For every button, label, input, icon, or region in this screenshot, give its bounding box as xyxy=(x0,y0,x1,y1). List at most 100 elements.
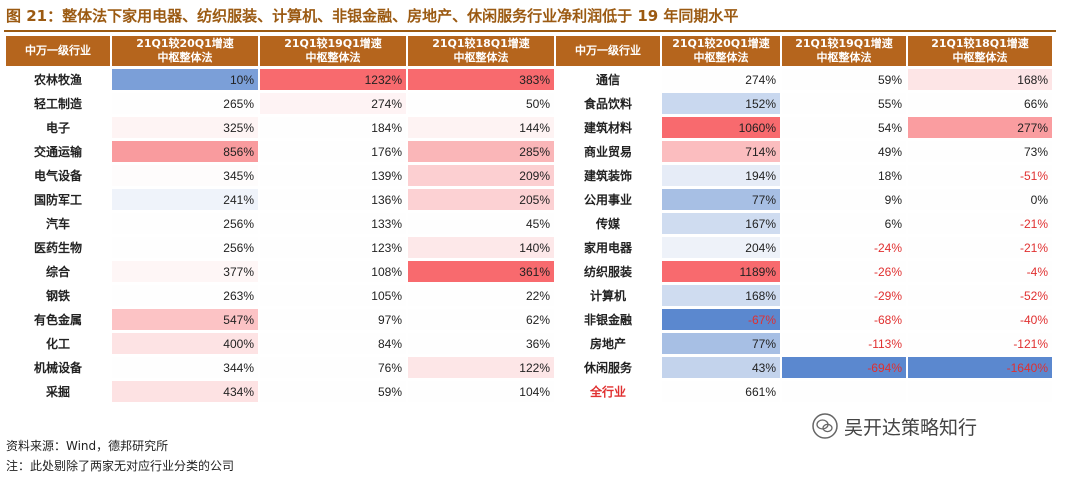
growth-cell-left-v2: 123% xyxy=(260,237,406,258)
growth-cell-left-v2: 136% xyxy=(260,189,406,210)
growth-cell-left-v1: 344% xyxy=(112,357,258,378)
growth-cell-left-v3: 383% xyxy=(408,69,554,90)
industry-name-left: 机械设备 xyxy=(33,361,82,375)
growth-cell-left-v3: 45% xyxy=(408,213,554,234)
growth-cell-left-v1: 325% xyxy=(112,117,258,138)
footnote: 注：此处剔除了两家无对应行业分类的公司 xyxy=(6,459,235,473)
growth-cell-right-v2: 55% xyxy=(782,93,906,114)
growth-cell-right-v1: 274% xyxy=(662,69,780,90)
growth-cell-right-v1: 167% xyxy=(662,213,780,234)
growth-cell-right-v2: 54% xyxy=(782,117,906,138)
table-row: 电子 325% 184% 144% 建筑材料 1060% 54% 277% xyxy=(6,117,1052,138)
growth-cell-left-v3: 50% xyxy=(408,93,554,114)
growth-cell-right-v2: -113% xyxy=(782,333,906,354)
growth-cell-left-v3: 140% xyxy=(408,237,554,258)
growth-cell-left-v2: 184% xyxy=(260,117,406,138)
growth-cell-right-v3: -4% xyxy=(908,261,1052,282)
growth-cell-right-v2: -26% xyxy=(782,261,906,282)
growth-cell-right-v2: 59% xyxy=(782,69,906,90)
table-row: 采掘 434% 59% 104% 全行业 661% xyxy=(6,381,1052,402)
growth-cell-right-v1: -67% xyxy=(662,309,780,330)
growth-cell-left-v2: 133% xyxy=(260,213,406,234)
industry-name-right: 公用事业 xyxy=(583,193,632,207)
growth-cell-left-v1: 263% xyxy=(112,285,258,306)
growth-cell-right-v1: 194% xyxy=(662,165,780,186)
industry-name-left: 交通运输 xyxy=(33,145,82,159)
growth-cell-right-v1: 1060% xyxy=(662,117,780,138)
header-col-2018-left: 21Q1较18Q1增速 中枢整体法 xyxy=(408,36,554,66)
growth-cell-left-v3: 285% xyxy=(408,141,554,162)
growth-cell-left-v1: 856% xyxy=(112,141,258,162)
growth-cell-right-v3: 66% xyxy=(908,93,1052,114)
wechat-icon xyxy=(812,413,838,439)
industry-name-right: 家用电器 xyxy=(583,241,632,255)
industry-name-left: 国防军工 xyxy=(33,193,82,207)
growth-cell-left-v1: 10% xyxy=(112,69,258,90)
table-row: 钢铁 263% 105% 22% 计算机 168% -29% -52% xyxy=(6,285,1052,306)
watermark-text: 吴开达策略知行 xyxy=(844,416,978,439)
industry-name-right: 食品饮料 xyxy=(583,97,632,111)
industry-name-right: 通信 xyxy=(595,73,620,87)
growth-cell-right-v3: 73% xyxy=(908,141,1052,162)
table-row: 医药生物 256% 123% 140% 家用电器 204% -24% -21% xyxy=(6,237,1052,258)
header-col-2018-right: 21Q1较18Q1增速 中枢整体法 xyxy=(908,36,1052,66)
growth-cell-right-v1: 77% xyxy=(662,189,780,210)
header-col-2020-left: 21Q1较20Q1增速 中枢整体法 xyxy=(112,36,258,66)
growth-cell-right-v3: -52% xyxy=(908,285,1052,306)
table-row: 汽车 256% 133% 45% 传媒 167% 6% -21% xyxy=(6,213,1052,234)
growth-cell-right-v3: -21% xyxy=(908,213,1052,234)
growth-cell-right-v2: -24% xyxy=(782,237,906,258)
growth-cell-right-v1: 168% xyxy=(662,285,780,306)
growth-cell-left-v3: 361% xyxy=(408,261,554,282)
table-row: 有色金属 547% 97% 62% 非银金融 -67% -68% -40% xyxy=(6,309,1052,330)
table-row: 化工 400% 84% 36% 房地产 77% -113% -121% xyxy=(6,333,1052,354)
growth-cell-right-v3: -21% xyxy=(908,237,1052,258)
header-industry-left: 中万一级行业 xyxy=(6,36,110,66)
growth-cell-left-v3: 22% xyxy=(408,285,554,306)
industry-name-left: 电子 xyxy=(45,121,70,135)
growth-cell-left-v2: 1232% xyxy=(260,69,406,90)
header-col-2019-right: 21Q1较19Q1增速 中枢整体法 xyxy=(782,36,906,66)
growth-cell-right-v3: -121% xyxy=(908,333,1052,354)
growth-cell-right-v1: 77% xyxy=(662,333,780,354)
table-row: 电气设备 345% 139% 209% 建筑装饰 194% 18% -51% xyxy=(6,165,1052,186)
growth-cell-left-v3: 144% xyxy=(408,117,554,138)
growth-cell-left-v2: 84% xyxy=(260,333,406,354)
table-row: 轻工制造 265% 274% 50% 食品饮料 152% 55% 66% xyxy=(6,93,1052,114)
title-divider xyxy=(4,30,1056,32)
growth-cell-right-v1: 661% xyxy=(662,381,780,402)
industry-name-left: 采掘 xyxy=(45,385,70,399)
growth-cell-left-v1: 400% xyxy=(112,333,258,354)
industry-name-right: 房地产 xyxy=(589,337,626,351)
growth-cell-left-v1: 434% xyxy=(112,381,258,402)
growth-cell-right-v1: 152% xyxy=(662,93,780,114)
industry-name-right: 全行业 xyxy=(589,385,626,399)
growth-cell-right-v2 xyxy=(782,381,906,402)
industry-name-right: 纺织服装 xyxy=(583,265,632,279)
growth-cell-left-v2: 139% xyxy=(260,165,406,186)
industry-name-left: 化工 xyxy=(45,337,70,351)
growth-cell-left-v3: 62% xyxy=(408,309,554,330)
table-row: 国防军工 241% 136% 205% 公用事业 77% 9% 0% xyxy=(6,189,1052,210)
growth-cell-right-v2: -68% xyxy=(782,309,906,330)
table-row: 综合 377% 108% 361% 纺织服装 1189% -26% -4% xyxy=(6,261,1052,282)
growth-cell-right-v3: 168% xyxy=(908,69,1052,90)
industry-name-left: 医药生物 xyxy=(33,241,82,255)
growth-cell-right-v2: 18% xyxy=(782,165,906,186)
growth-cell-right-v2: 9% xyxy=(782,189,906,210)
industry-name-left: 汽车 xyxy=(45,217,70,231)
industry-name-right: 计算机 xyxy=(589,289,626,303)
industry-name-left: 钢铁 xyxy=(45,289,70,303)
growth-cell-right-v3: 0% xyxy=(908,189,1052,210)
growth-cell-right-v2: 49% xyxy=(782,141,906,162)
growth-cell-right-v2: -29% xyxy=(782,285,906,306)
growth-cell-left-v2: 274% xyxy=(260,93,406,114)
growth-cell-left-v3: 209% xyxy=(408,165,554,186)
table-row: 交通运输 856% 176% 285% 商业贸易 714% 49% 73% xyxy=(6,141,1052,162)
growth-cell-right-v2: 6% xyxy=(782,213,906,234)
growth-cell-right-v3: -1640% xyxy=(908,357,1052,378)
growth-cell-right-v2: -694% xyxy=(782,357,906,378)
growth-cell-right-v1: 43% xyxy=(662,357,780,378)
growth-cell-left-v1: 265% xyxy=(112,93,258,114)
growth-cell-right-v1: 1189% xyxy=(662,261,780,282)
